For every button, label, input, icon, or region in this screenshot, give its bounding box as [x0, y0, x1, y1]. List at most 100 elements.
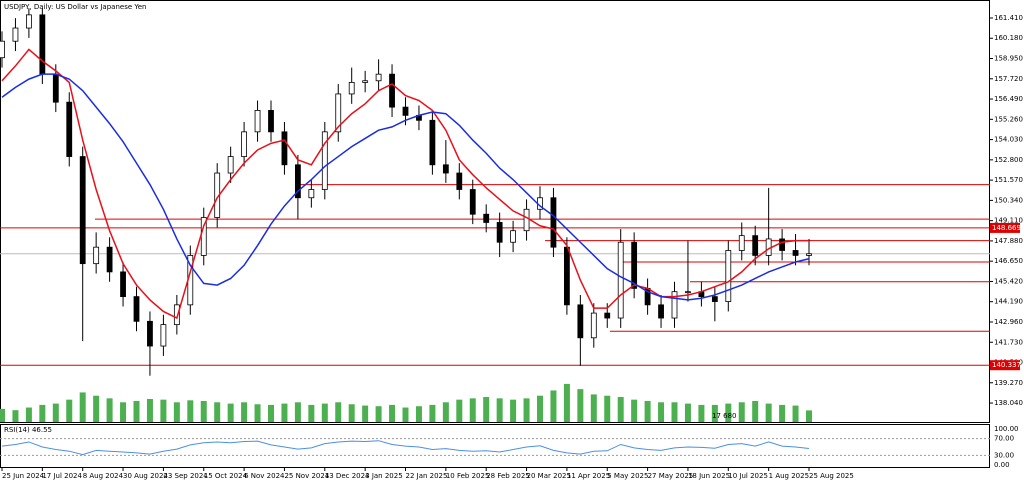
candle-body [25, 14, 32, 29]
x-tick-label: 1 Aug 2025 [769, 472, 809, 480]
y-tick-label: 158.950 [994, 55, 1023, 63]
volume-bar [281, 403, 288, 422]
candle-body [147, 320, 153, 347]
volume-bar [254, 404, 261, 422]
volume-bar [711, 404, 718, 422]
candle-body [106, 246, 113, 273]
volume-bar [146, 399, 153, 422]
volume-bar [806, 410, 812, 422]
y-tick-label: 141.730 [994, 338, 1023, 346]
x-tick-label: 28 Feb 2025 [486, 472, 530, 480]
candle-body [308, 189, 315, 199]
x-tick-label: 18 Jun 2025 [688, 472, 730, 480]
y-tick-label: 155.260 [994, 115, 1023, 123]
y-tick-label: 138.040 [994, 399, 1023, 407]
volume-bar [321, 403, 328, 422]
candle-body [617, 241, 624, 319]
candle-body [604, 312, 611, 319]
candle-body [93, 246, 100, 265]
candle-body [483, 213, 490, 223]
candle-body [577, 304, 584, 339]
candle-body [52, 73, 59, 103]
y-tick-label: 154.030 [994, 136, 1023, 144]
candle-body [268, 110, 274, 133]
rsi-title: RSI(14) 46.55 [4, 426, 52, 434]
volume-bar [671, 402, 678, 422]
volume-bar [375, 406, 382, 422]
volume-bar [415, 406, 422, 422]
y-tick-label: 156.490 [994, 95, 1023, 103]
volume-bar [52, 403, 59, 422]
y-tick-label: 146.650 [994, 257, 1023, 265]
candle-body [281, 131, 288, 166]
volume-bar [523, 398, 530, 422]
volume-bar [133, 400, 140, 422]
volume-bar [187, 400, 194, 422]
volume-bar [389, 404, 396, 422]
volume-bar [590, 394, 597, 422]
candle-body [173, 304, 180, 326]
volume-bar [725, 403, 732, 422]
candle-body [227, 156, 234, 174]
candle-body [402, 106, 409, 116]
y-tick-label: 139.270 [994, 379, 1023, 387]
candle-body [254, 110, 261, 133]
volume-bar [66, 399, 73, 422]
y-tick-label: 100.00 [994, 425, 1019, 433]
candle-body [389, 73, 395, 108]
candle-body [442, 164, 449, 174]
volume-bar [779, 404, 786, 422]
candle-body [160, 324, 167, 347]
candle-body [456, 172, 463, 190]
x-tick-label: 27 May 2025 [648, 472, 694, 480]
rsi-pane [0, 424, 990, 468]
candle-body [39, 14, 46, 75]
y-tick-label: 161.410 [994, 14, 1023, 22]
volume-bar [752, 400, 759, 422]
volume-bar [765, 403, 772, 422]
volume-bar [362, 405, 369, 422]
price-label-box [990, 222, 1020, 233]
y-tick-label: 0.00 [994, 461, 1010, 469]
candle-body [362, 80, 369, 83]
rsi-line [1, 440, 810, 456]
x-tick-label: 10 Jul 2025 [728, 472, 768, 480]
volume-bar [684, 403, 691, 422]
y-tick-label: 157.720 [994, 75, 1023, 83]
y-tick-label: 144.190 [994, 298, 1023, 306]
y-tick-label: 70.00 [994, 435, 1014, 443]
volume-bar [792, 405, 799, 422]
volume-bar [106, 398, 113, 422]
volume-bar [563, 383, 570, 422]
candle-body [806, 253, 812, 256]
volume-bar [173, 402, 180, 422]
y-tick-label: 149.110 [994, 217, 1023, 225]
candle-body [792, 250, 799, 256]
candle-body [0, 40, 5, 59]
volume-label: 17 680 [712, 412, 737, 420]
candle-body [321, 131, 328, 190]
x-tick-label: 6 Nov 2024 [244, 472, 285, 480]
volume-bar [604, 395, 611, 422]
volume-bar [268, 404, 274, 422]
volume-bar [483, 397, 490, 422]
candle-body [429, 119, 436, 166]
y-tick-label: 151.570 [994, 176, 1023, 184]
candle-body [658, 304, 664, 319]
x-tick-label: 8 Aug 2024 [83, 472, 124, 480]
volume-bar [429, 404, 436, 422]
volume-bar [214, 402, 221, 422]
volume-bar [120, 402, 127, 422]
volume-bar [510, 399, 517, 422]
candle-body [631, 241, 638, 289]
chart-title: USDJPY, Daily: US Dollar vs Japanese Yen [4, 3, 146, 11]
candle-body [133, 296, 140, 322]
x-tick-label: 23 Sep 2024 [163, 472, 208, 480]
volume-bar [25, 407, 32, 422]
volume-bar [469, 398, 476, 422]
x-tick-label: 25 Aug 2025 [809, 472, 854, 480]
candle-body [564, 246, 570, 306]
volume-bar [241, 402, 248, 422]
candle-body [66, 101, 73, 157]
volume-bar [496, 398, 503, 422]
